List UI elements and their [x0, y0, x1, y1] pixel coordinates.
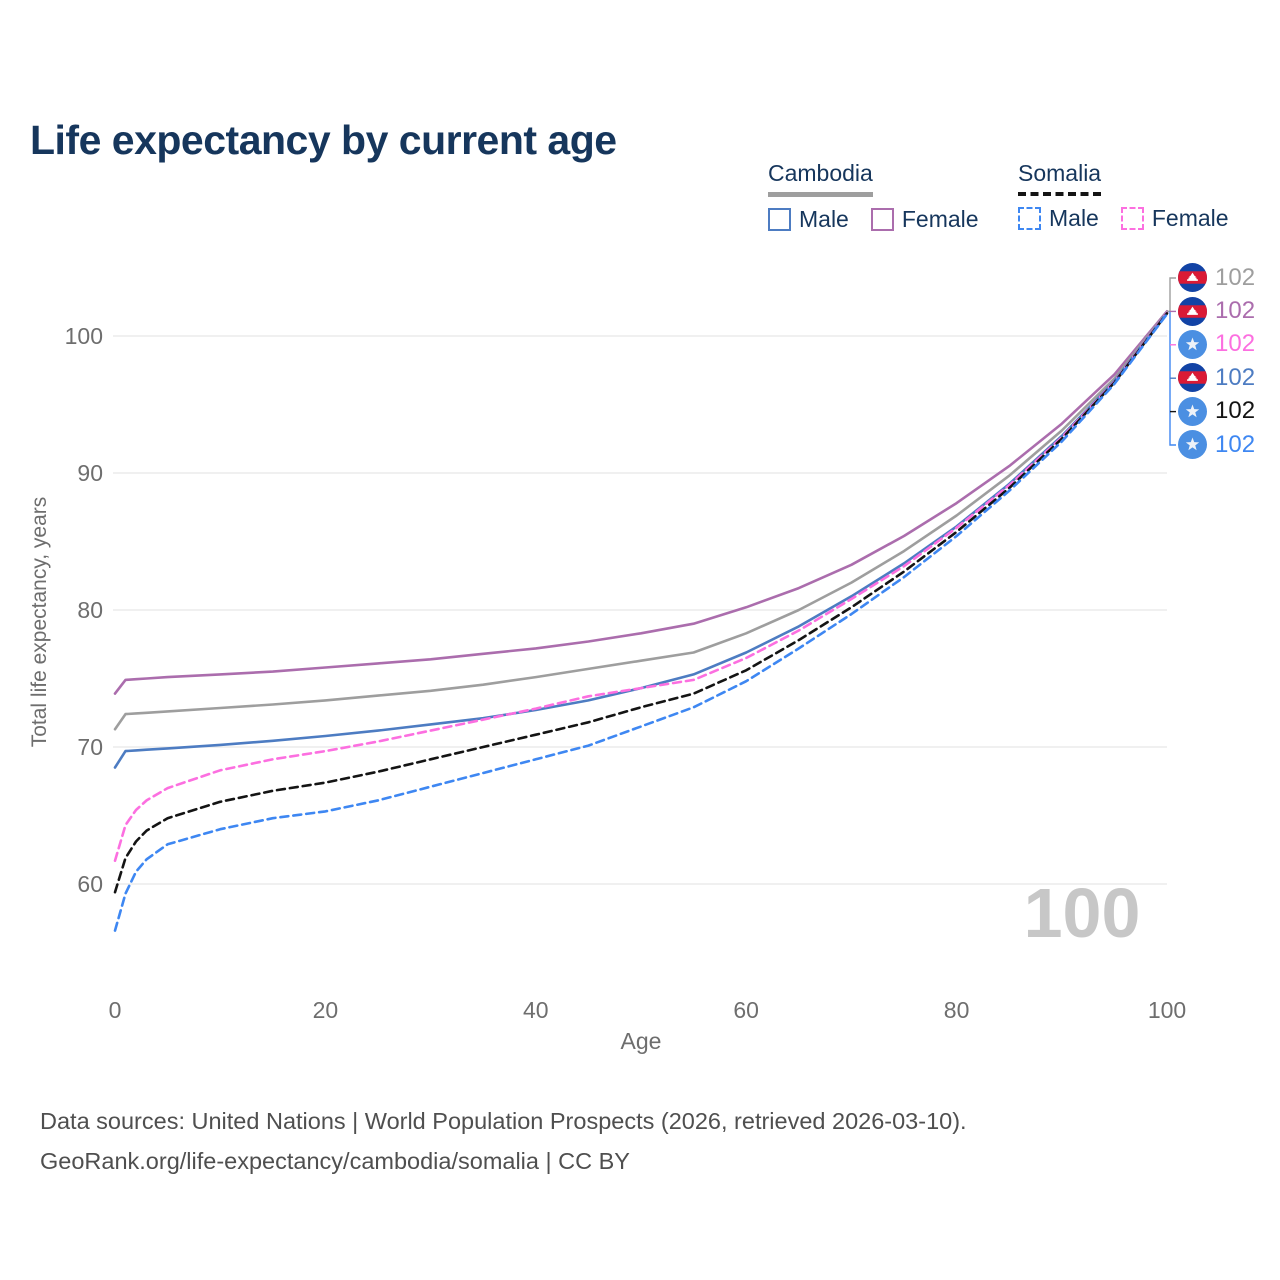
- end-label-row: 102: [1178, 328, 1255, 361]
- end-label-row: 102: [1178, 294, 1255, 327]
- end-label-value: 102: [1215, 430, 1256, 458]
- series-somalia-female[interactable]: [113, 311, 1169, 862]
- legend-item-somalia-male[interactable]: Male: [1018, 205, 1099, 232]
- y-tick-label: 60: [77, 871, 103, 897]
- y-tick-label: 70: [77, 734, 103, 760]
- legend-header-cambodia[interactable]: Cambodia: [768, 160, 873, 197]
- legend-header-somalia[interactable]: Somalia: [1018, 160, 1102, 196]
- y-axis-title: Total life expectancy, years: [28, 497, 51, 748]
- end-label-row: 102: [1178, 395, 1255, 428]
- cambodia-flag-icon: [1178, 263, 1207, 293]
- legend-item-label: Male: [799, 206, 849, 232]
- leader-line: [1167, 277, 1176, 312]
- cambodia-male-swatch-icon: [768, 208, 791, 231]
- end-label-value: 102: [1215, 397, 1256, 425]
- legend-item-label: Female: [901, 206, 979, 232]
- chart-title: Life expectancy by current age: [30, 117, 617, 164]
- legend-item-cambodia-female[interactable]: Female: [870, 206, 979, 233]
- legend-item-label: Female: [1151, 205, 1229, 231]
- x-tick-label: 100: [1148, 997, 1186, 1023]
- somalia-female-swatch-icon: [1120, 207, 1144, 230]
- legend-item-somalia-female[interactable]: Female: [1120, 205, 1229, 232]
- somalia-flag-icon: [1178, 430, 1207, 460]
- end-label-row: 102: [1178, 361, 1255, 394]
- end-label-value: 102: [1215, 263, 1256, 291]
- legend-group-somalia: Somalia Male Female: [1018, 160, 1229, 232]
- x-tick-label: 20: [313, 997, 339, 1023]
- somalia-flag-icon: [1178, 329, 1207, 359]
- end-label-value: 102: [1215, 297, 1256, 325]
- x-tick-label: 60: [733, 997, 759, 1023]
- leader-line: [1169, 311, 1176, 446]
- series-cambodia-both[interactable]: [113, 310, 1169, 731]
- x-tick-label: 80: [944, 997, 970, 1023]
- x-axis-title: Age: [621, 1028, 662, 1054]
- series-cambodia-male[interactable]: [113, 311, 1169, 769]
- series-cambodia-female[interactable]: [113, 310, 1169, 695]
- series-somalia-male[interactable]: [113, 312, 1169, 932]
- legend-item-label: Male: [1049, 205, 1099, 231]
- end-label-value: 102: [1215, 363, 1256, 391]
- y-tick-label: 80: [77, 597, 103, 623]
- series-somalia-both[interactable]: [113, 312, 1169, 894]
- end-labels: 102 102 102 102 102: [1178, 261, 1255, 461]
- end-label-row: 102: [1178, 261, 1255, 294]
- y-tick-label: 90: [77, 460, 103, 486]
- x-tick-label: 40: [523, 997, 549, 1023]
- end-label-row: 102: [1178, 428, 1255, 461]
- legend-item-cambodia-male[interactable]: Male: [768, 206, 849, 233]
- cambodia-flag-icon: [1178, 363, 1207, 393]
- cambodia-flag-icon: [1178, 296, 1207, 326]
- somalia-male-swatch-icon: [1018, 207, 1041, 230]
- age-watermark: 100: [1024, 874, 1141, 952]
- footer-attribution[interactable]: GeoRank.org/life-expectancy/cambodia/som…: [40, 1148, 630, 1174]
- cambodia-female-swatch-icon: [870, 208, 894, 231]
- x-tick-label: 0: [109, 997, 122, 1023]
- footer-data-sources: Data sources: United Nations | World Pop…: [40, 1108, 967, 1134]
- end-label-value: 102: [1215, 330, 1256, 358]
- y-tick-label: 100: [65, 323, 103, 349]
- legend-group-cambodia: Cambodia Male Female: [768, 160, 979, 233]
- somalia-flag-icon: [1178, 396, 1207, 426]
